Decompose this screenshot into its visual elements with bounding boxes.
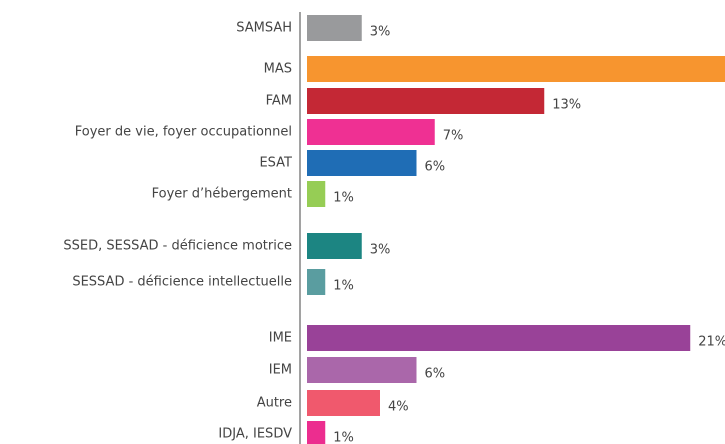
bar xyxy=(307,269,326,295)
value-label: 6% xyxy=(425,160,446,175)
bar xyxy=(307,88,545,114)
category-label: SSED, SESSAD - déficience motrice xyxy=(63,239,292,254)
category-label: Autre xyxy=(257,396,292,411)
category-label: MAS xyxy=(264,62,292,77)
value-label: 21% xyxy=(698,335,725,350)
bar xyxy=(307,181,326,207)
bar xyxy=(307,56,725,82)
value-label: 7% xyxy=(443,129,464,144)
category-label: SAMSAH xyxy=(236,21,292,36)
bar xyxy=(307,150,417,176)
bar xyxy=(307,325,691,351)
category-label: Foyer d’hébergement xyxy=(152,187,292,202)
category-label: SESSAD - déficience intellectuelle xyxy=(72,275,292,290)
value-label: 6% xyxy=(425,367,446,382)
value-label: 1% xyxy=(333,431,354,444)
category-label: IME xyxy=(269,331,292,346)
bar xyxy=(307,119,435,145)
value-label: 4% xyxy=(388,400,409,415)
bar xyxy=(307,357,417,383)
value-label: 3% xyxy=(370,25,391,40)
category-label: FAM xyxy=(266,94,292,109)
bar xyxy=(307,390,380,416)
category-label: IDJA, IESDV xyxy=(218,427,292,442)
value-label: 1% xyxy=(333,191,354,206)
category-label: IEM xyxy=(269,363,292,378)
bar xyxy=(307,15,362,41)
bar xyxy=(307,233,362,259)
category-label: ESAT xyxy=(259,156,292,171)
value-label: 13% xyxy=(552,98,581,113)
bar xyxy=(307,421,326,444)
value-label: 1% xyxy=(333,279,354,294)
value-label: 3% xyxy=(370,243,391,258)
category-label: Foyer de vie, foyer occupationnel xyxy=(75,125,292,140)
